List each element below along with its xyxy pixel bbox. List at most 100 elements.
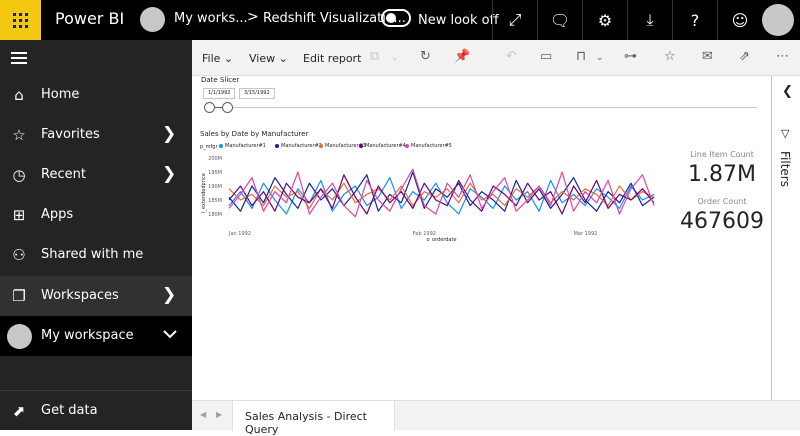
legend-dot [319, 143, 323, 148]
sidebar-item-apps[interactable]: ⊞ Apps [0, 195, 192, 235]
legend-item[interactable]: Manufacturer#1 [219, 143, 266, 149]
sidebar-item-label: My workspace [41, 328, 134, 343]
slider-start-handle[interactable] [204, 102, 215, 113]
slicer-end-date[interactable]: 3/15/1992 [239, 88, 275, 99]
app-launcher-button[interactable] [0, 0, 41, 40]
avatar [7, 324, 32, 349]
chevron-down-icon: ⌄ [223, 52, 234, 65]
legend-dot [219, 143, 223, 148]
sidebar: ⌂ Home ☆ Favorites ❯ ◷ Recent ❯ ⊞ Apps ⚇… [0, 40, 192, 430]
bookmark-icon[interactable]: ⊓ [576, 49, 587, 64]
explore-icon[interactable]: ⧉ [370, 49, 380, 64]
user-avatar[interactable] [762, 4, 794, 36]
comment-icon: 🗨 [549, 10, 571, 30]
report-canvas: Date Slicer 1/1/1992 3/15/1992 Sales by … [192, 76, 771, 400]
workspace-avatar [140, 7, 165, 32]
settings-button[interactable]: ⚙ [582, 0, 627, 40]
legend-label: Manufacturer#5 [411, 143, 452, 149]
gear-icon: ⚙ [597, 10, 613, 30]
share-icon[interactable]: ⇗ [739, 49, 750, 64]
chevron-down-icon[interactable]: ⌄ [391, 53, 399, 63]
x-tick-label: Feb 1992 [413, 231, 436, 237]
star-icon: ☆ [12, 126, 26, 144]
legend-dot [275, 143, 279, 148]
legend-dot [405, 143, 409, 148]
y-tick-label: 200M [208, 156, 222, 162]
y-tick-label: 195M [208, 170, 222, 176]
line-item-count-label: Line Item Count [690, 150, 754, 159]
hamburger-icon[interactable] [11, 52, 27, 64]
chevron-down-icon [162, 324, 178, 349]
tab-prev-icon[interactable]: ◀ [200, 410, 207, 419]
comment-icon[interactable]: ▭ [540, 49, 553, 64]
chevron-left-icon[interactable]: ❮ [782, 84, 793, 99]
breadcrumb-workspace[interactable]: My works... [174, 11, 248, 26]
slicer-title: Date Slicer [201, 76, 240, 84]
top-bar: Power BI My works... > Redshift Visualiz… [0, 0, 800, 40]
lineage-icon[interactable]: ⊶ [624, 49, 637, 64]
edit-report-button[interactable]: Edit report [303, 52, 362, 65]
file-menu-label: File [202, 52, 221, 65]
undo-icon[interactable]: ↶ [506, 49, 517, 64]
legend-item[interactable]: Manufacturer#5 [405, 143, 452, 149]
star-icon[interactable]: ☆ [664, 49, 676, 64]
tab-label: Sales Analysis - Direct Query [245, 410, 367, 436]
filters-pane[interactable]: ❮ ▽ Filters [771, 76, 800, 400]
download-button[interactable]: ⤓ [627, 0, 672, 40]
breadcrumb-separator: > [247, 9, 259, 25]
chevron-right-icon: ❯ [162, 124, 177, 144]
sidebar-item-home[interactable]: ⌂ Home [0, 75, 192, 115]
sidebar-item-recent[interactable]: ◷ Recent ❯ [0, 155, 192, 195]
legend-label: Manufacturer#2 [281, 143, 322, 149]
new-look-toggle[interactable] [381, 9, 411, 27]
x-tick-label: Jan 1992 [228, 231, 251, 237]
shared-icon: ⚇ [12, 246, 26, 264]
feedback-icon: ☺ [731, 10, 749, 30]
tab-sales-analysis[interactable]: Sales Analysis - Direct Query [232, 401, 395, 436]
sidebar-item-label: Apps [41, 207, 74, 222]
view-menu[interactable]: View ⌄ [249, 52, 288, 65]
sidebar-item-workspaces[interactable]: ❐ Workspaces ❯ [0, 276, 192, 316]
breadcrumb-report[interactable]: Redshift Visualizatio... [263, 11, 406, 26]
comment-button[interactable]: 🗨 [537, 0, 582, 40]
help-button[interactable]: ? [672, 0, 717, 40]
refresh-icon[interactable]: ↻ [420, 49, 431, 64]
slider-end-handle[interactable] [222, 102, 233, 113]
sidebar-item-get-data[interactable]: ⬈ Get data [0, 390, 192, 430]
app-name[interactable]: Power BI [55, 9, 125, 28]
download-icon: ⤓ [646, 10, 654, 29]
clock-icon: ◷ [12, 166, 26, 184]
legend-label: Manufacturer#1 [225, 143, 266, 149]
file-menu[interactable]: File ⌄ [202, 52, 233, 65]
legend-label: Manufacturer#4 [365, 143, 406, 149]
series-line [228, 174, 655, 215]
sidebar-item-label: Recent [41, 167, 86, 182]
filters-label: Filters [778, 151, 792, 187]
more-icon[interactable]: ⋯ [776, 49, 789, 64]
legend-item[interactable]: Manufacturer#2 [275, 143, 322, 149]
mail-icon[interactable]: ✉ [702, 49, 713, 64]
home-icon: ⌂ [14, 86, 24, 104]
legend-item[interactable]: Manufacturer#4 [359, 143, 406, 149]
slider-track[interactable] [212, 107, 757, 108]
y-tick-label: 180M [208, 212, 222, 218]
chevron-down-icon[interactable]: ⌄ [596, 53, 604, 63]
sidebar-item-my-workspace[interactable]: My workspace [0, 316, 192, 356]
slicer-start-date[interactable]: 1/1/1992 [203, 88, 236, 99]
x-axis-label: o_orderdate [426, 237, 456, 242]
apps-icon: ⊞ [12, 206, 26, 224]
sidebar-item-label: Shared with me [41, 247, 144, 262]
pin-icon[interactable]: 📌 [454, 49, 471, 64]
legend-item[interactable]: Manufacturer#3 [319, 143, 366, 149]
sidebar-item-favorites[interactable]: ☆ Favorites ❯ [0, 115, 192, 155]
sidebar-item-shared[interactable]: ⚇ Shared with me [0, 235, 192, 275]
help-icon: ? [690, 10, 700, 30]
sidebar-item-label: Favorites [41, 127, 100, 142]
view-menu-label: View [249, 52, 276, 65]
expand-button[interactable]: ⤢ [492, 0, 537, 40]
legend-label: Manufacturer#3 [325, 143, 366, 149]
feedback-button[interactable]: ☺ [717, 0, 762, 40]
tab-next-icon[interactable]: ▶ [216, 410, 223, 419]
chart-title: Sales by Date by Manufacturer [200, 130, 309, 138]
